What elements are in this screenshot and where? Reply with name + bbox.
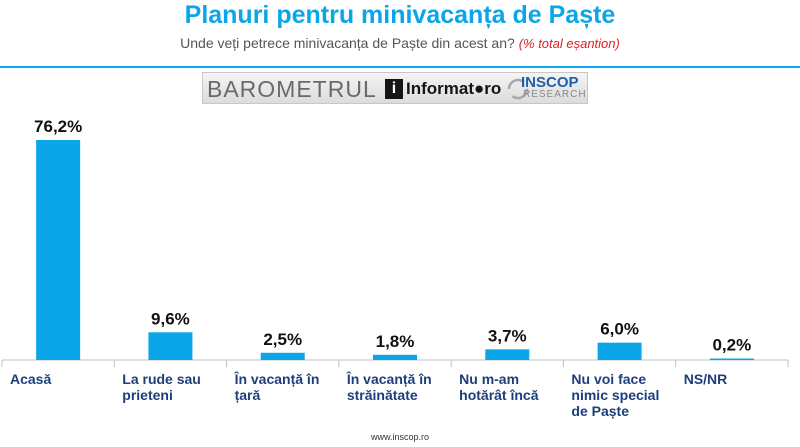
bar xyxy=(36,140,81,360)
subtitle-question: Unde veți petrece minivacanța de Paște d… xyxy=(180,35,515,51)
bar xyxy=(485,349,530,360)
category-label-line: străinătate xyxy=(347,387,418,403)
category-label-line: Acasă xyxy=(10,371,51,387)
category-label-line: prieteni xyxy=(122,387,173,403)
research-logo-text: RESEARCH xyxy=(523,89,587,100)
inscop-swirl-icon xyxy=(507,78,529,100)
data-label: 1,8% xyxy=(376,332,415,351)
bar xyxy=(260,352,305,360)
bar xyxy=(373,354,417,360)
category-label: Acasă xyxy=(10,371,51,387)
category-label-line: hotărât încă xyxy=(459,387,539,403)
category-label: Nu voi face nimic special de Paște xyxy=(571,371,659,419)
category-label: NS/NR xyxy=(684,371,728,387)
data-label: 9,6% xyxy=(151,309,190,328)
subtitle-note: (% total eșantion) xyxy=(518,36,620,51)
chart-title: Planuri pentru minivacanța de Paște xyxy=(184,1,616,29)
category-label: În vacanță în străinătate xyxy=(346,370,432,403)
sponsor-logo-bar: BAROMETRUL i Informat●ro INSCOP RESEARCH xyxy=(202,72,588,104)
inscop-logo: INSCOP xyxy=(521,74,579,91)
category-label-line: NS/NR xyxy=(684,371,728,387)
category-label: În vacanță în țară xyxy=(234,370,320,403)
informat-logo: Informat●ro xyxy=(406,79,502,98)
data-label: 76,2% xyxy=(34,117,82,136)
informat-logo-icon: i xyxy=(385,79,403,99)
data-label: 6,0% xyxy=(600,320,639,339)
chart-subtitle: Unde veți petrece minivacanța de Paște d… xyxy=(0,34,800,53)
barometrul-logo: BAROMETRUL xyxy=(207,76,377,102)
category-label-line: Nu voi face xyxy=(571,371,646,387)
bar xyxy=(597,342,642,360)
footer-url[interactable]: www.inscop.ro xyxy=(370,432,430,442)
category-label-line: de Paște xyxy=(571,403,629,419)
header-divider xyxy=(0,66,800,68)
category-label-line: țară xyxy=(235,387,261,403)
data-label: 0,2% xyxy=(712,336,751,355)
bar xyxy=(148,332,193,360)
category-label-line: În vacanță în xyxy=(346,370,432,387)
category-label-line: Nu m-am xyxy=(459,371,519,387)
category-label: Nu m-am hotărât încă xyxy=(459,371,539,403)
category-label-line: nimic special xyxy=(571,387,659,403)
data-label: 2,5% xyxy=(263,330,302,349)
category-label-line: În vacanță în xyxy=(234,370,320,387)
bar xyxy=(709,358,754,360)
category-label-line: La rude sau xyxy=(122,371,201,387)
category-label: La rude sau prieteni xyxy=(122,371,201,403)
data-label: 3,7% xyxy=(488,326,527,345)
